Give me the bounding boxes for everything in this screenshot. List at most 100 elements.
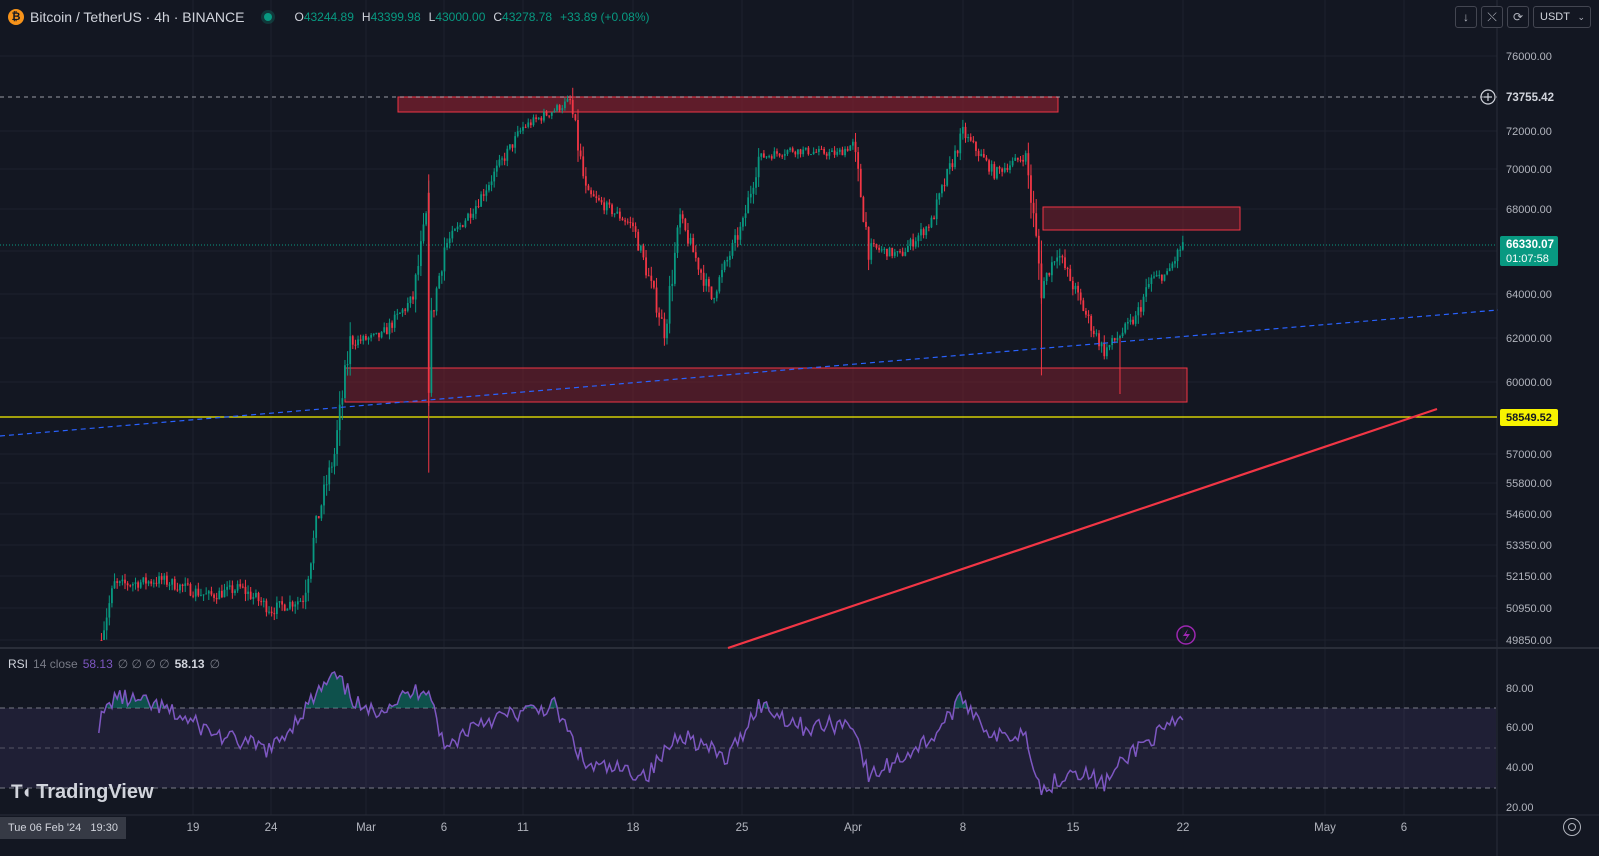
candle-body: [1077, 285, 1079, 293]
candle-body: [451, 230, 454, 239]
candle-body: [893, 252, 896, 256]
candle-body: [613, 213, 616, 215]
candle-body: [598, 198, 600, 201]
candle-body: [380, 331, 383, 338]
candle-body: [205, 593, 208, 595]
candle-body: [577, 120, 579, 151]
candle-body: [778, 153, 781, 156]
candle-body: [1105, 347, 1108, 357]
candle-body: [1140, 307, 1142, 312]
candle-body: [514, 136, 517, 148]
candle-body: [776, 151, 778, 154]
candle-body: [385, 327, 388, 335]
time-tick: 15: [1067, 822, 1080, 834]
candle-body: [1069, 268, 1072, 281]
rising-trend-line[interactable]: [727, 407, 1438, 650]
candle-body: [679, 214, 681, 228]
arrow-down-icon[interactable]: ↓: [1455, 6, 1477, 28]
candle-body: [171, 579, 174, 585]
current-price-badge[interactable]: 66330.07 01:07:58: [1500, 236, 1558, 266]
ath-price-label[interactable]: 73755.42: [1480, 88, 1558, 106]
candle-body: [152, 582, 155, 584]
candle-body: [1142, 296, 1145, 312]
candle-body: [943, 185, 946, 187]
candle-body: [626, 221, 629, 223]
candle-body: [836, 151, 839, 155]
rsi-tick: 60.00: [1506, 722, 1534, 734]
rsi-line[interactable]: [98, 670, 1184, 796]
candle-body: [511, 144, 514, 148]
candles-group[interactable]: [100, 87, 1184, 641]
candle-body: [283, 604, 286, 611]
support-price-label[interactable]: 58549.52: [1500, 409, 1558, 426]
price-tick: 70000.00: [1506, 164, 1552, 176]
price-tick: 49850.00: [1506, 635, 1552, 647]
candle-body: [550, 112, 553, 116]
candle-body: [765, 156, 768, 158]
add-alert-icon[interactable]: [1480, 89, 1496, 105]
candle-body: [980, 153, 983, 156]
candle-body: [281, 601, 284, 605]
candle-body: [545, 112, 548, 116]
price-axis[interactable]: 76000.0072000.0070000.0068000.0066000.00…: [1506, 51, 1552, 647]
candle-body: [312, 537, 315, 564]
alert-lightning-icon[interactable]: [1176, 625, 1196, 645]
candle-body: [797, 149, 799, 155]
gear-icon[interactable]: [1563, 818, 1581, 836]
candle-body: [773, 151, 776, 159]
candle-body: [972, 140, 975, 142]
candle-body: [370, 334, 373, 338]
candle-body: [1066, 268, 1069, 270]
candle-body: [906, 246, 909, 253]
candle-body: [543, 112, 545, 121]
candle-body: [687, 230, 689, 244]
candle-body: [207, 591, 210, 594]
candle-body: [333, 454, 336, 467]
candle-body: [820, 148, 823, 150]
resistance-zone-right[interactable]: [1042, 206, 1241, 231]
candle-body: [323, 484, 325, 506]
candle-body: [956, 150, 959, 154]
tradingview-logo[interactable]: T◖ TradingView: [11, 781, 154, 804]
high-label: H: [361, 10, 371, 24]
candle-body: [234, 590, 236, 593]
support-zone[interactable]: [344, 367, 1188, 403]
candle-body: [173, 579, 176, 590]
currency-select[interactable]: USDT ⌄: [1533, 6, 1591, 28]
candle-body: [317, 516, 320, 519]
market-status-icon[interactable]: [264, 13, 273, 21]
resistance-zone-top[interactable]: [397, 96, 1059, 113]
candle-body: [804, 147, 807, 150]
candle-body: [556, 105, 558, 111]
candle-body: [739, 226, 742, 240]
collapse-icon[interactable]: ⤬: [1481, 6, 1503, 28]
candle-body: [359, 339, 362, 341]
candle-body: [553, 110, 556, 113]
candle-body: [213, 594, 215, 598]
candle-body: [147, 581, 150, 584]
candle-body: [996, 167, 998, 179]
candle-body: [328, 467, 331, 485]
candle-body: [728, 255, 731, 260]
candle-body: [354, 344, 357, 346]
candle-body: [574, 114, 577, 121]
restore-icon[interactable]: ⟳: [1507, 6, 1529, 28]
candle-body: [618, 211, 621, 219]
dashed-trend-line[interactable]: [0, 309, 1499, 437]
candle-body: [396, 313, 399, 315]
rsi-legend[interactable]: RSI 14 close 58.13 ∅ ∅ ∅ ∅ 58.13 ∅: [8, 657, 220, 671]
candle-body: [522, 126, 524, 131]
candle-body: [901, 251, 904, 256]
candle-body: [946, 168, 949, 186]
symbol-title[interactable]: Bitcoin / TetherUS · 4h · BINANCE: [30, 9, 245, 25]
candle-body: [854, 141, 857, 153]
time-tick: 22: [1177, 822, 1190, 834]
time-axis[interactable]: 19 24 Mar 6 11 18 25 Apr 8 15 22 May 6: [187, 822, 1408, 834]
candle-body: [262, 600, 265, 602]
candle-body: [273, 613, 276, 615]
candle-body: [755, 177, 757, 188]
price-tick: 55800.00: [1506, 478, 1552, 490]
candle-body: [1179, 249, 1182, 251]
candle-body: [880, 249, 883, 251]
